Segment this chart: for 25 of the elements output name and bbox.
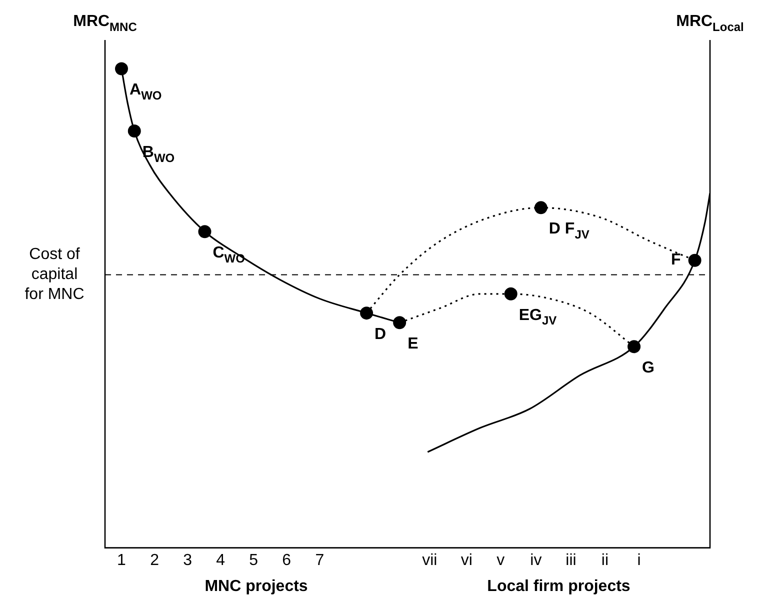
x-tick-label: 1	[117, 552, 126, 569]
annotation: F	[671, 251, 682, 268]
x-tick-label: 5	[249, 552, 258, 569]
annotation: E	[408, 336, 419, 353]
x-tick-label: 4	[216, 552, 226, 569]
x-tick-label: 6	[282, 552, 292, 569]
point	[534, 201, 548, 214]
point	[115, 62, 128, 76]
annotation: D	[374, 326, 386, 344]
x-tick-label: vi	[460, 552, 472, 569]
x-tick-label: iv	[530, 552, 542, 569]
ref-line-label: Cost of capital for MNC	[24, 246, 84, 304]
x-tick-label: 3	[183, 552, 192, 569]
text: MNC projects	[204, 578, 308, 595]
point	[393, 316, 406, 330]
annotation: G	[642, 360, 654, 377]
x-tick-label: 7	[315, 552, 324, 569]
x-tick-label: iii	[566, 552, 576, 569]
x-tick-label: vii	[422, 552, 438, 569]
point	[504, 287, 518, 300]
x-tick-label: v	[496, 552, 505, 569]
x-tick-label: i	[637, 552, 641, 569]
text: Local firm projects	[487, 578, 630, 595]
x-tick-label: ii	[601, 552, 609, 569]
x-tick-label: 2	[150, 552, 160, 569]
